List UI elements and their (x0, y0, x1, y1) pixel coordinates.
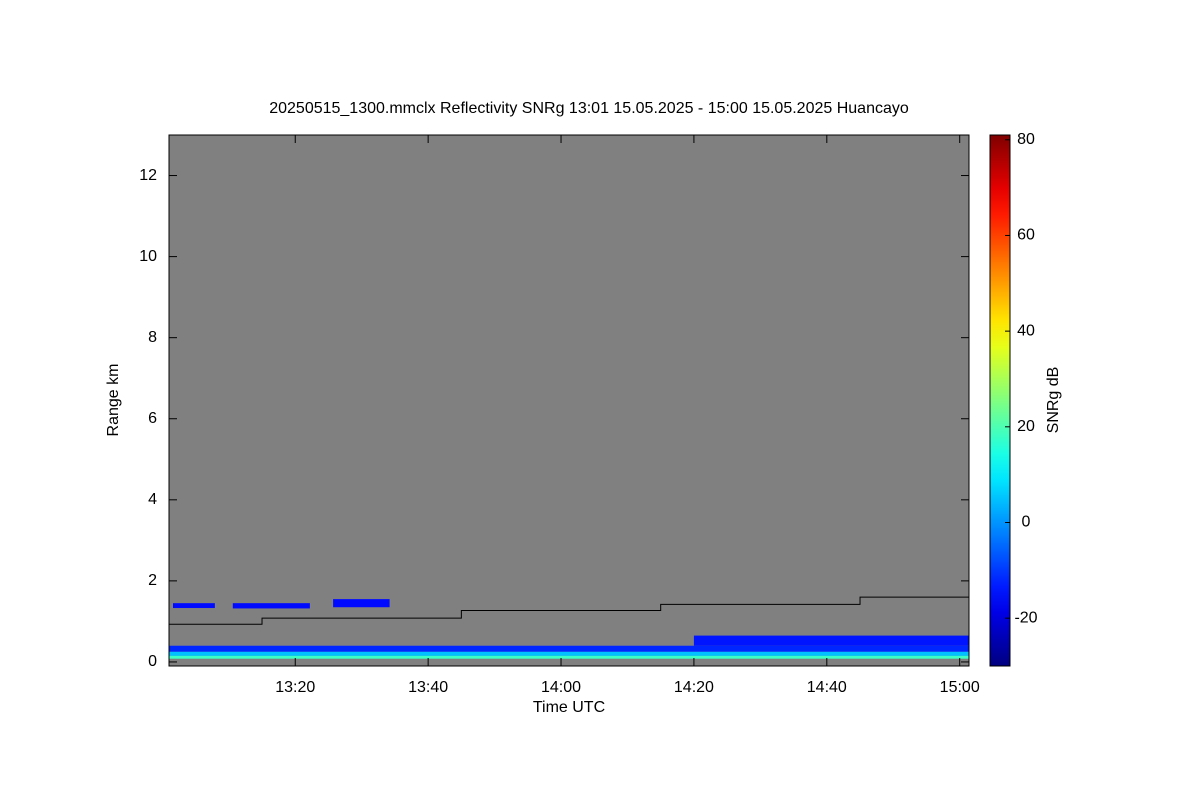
y-tick-label: 0 (148, 653, 157, 670)
x-tick-label: 13:40 (408, 679, 448, 696)
x-tick-label: 14:20 (674, 679, 714, 696)
plot-frame (168, 134, 970, 667)
echo-cell (172, 603, 215, 609)
x-tick-label: 14:40 (807, 679, 847, 696)
echo-cell (169, 645, 969, 652)
echo-cell (693, 635, 969, 646)
colorbar-tick-label: 20 (1017, 418, 1035, 435)
y-tick-label: 8 (148, 329, 157, 346)
colorbar-tick-label: 60 (1017, 227, 1035, 244)
colorbar-tick-label: 0 (1022, 514, 1031, 531)
y-tick-label: 10 (139, 248, 157, 265)
echo-cell (169, 651, 969, 656)
range-line (169, 596, 969, 625)
colorbar (989, 134, 1011, 667)
plot-background (169, 135, 969, 666)
chart-title: 20250515_1300.mmclx Reflectivity SNRg 13… (269, 100, 909, 117)
x-tick-label: 15:00 (940, 679, 980, 696)
y-tick-label: 12 (139, 167, 157, 184)
colorbar-tick-label: 40 (1017, 322, 1035, 339)
x-axis-label: Time UTC (533, 699, 605, 716)
y-axis-label: Range km (105, 364, 122, 437)
colorbar-tick-label: 80 (1017, 131, 1035, 148)
y-tick-label: 4 (148, 491, 157, 508)
echo-cell (232, 603, 310, 609)
x-tick-label: 14:00 (541, 679, 581, 696)
colorbar-tick-label: -20 (1014, 609, 1037, 626)
echo-cell (333, 599, 390, 608)
x-tick-label: 13:20 (275, 679, 315, 696)
echo-cell (169, 655, 969, 659)
y-tick-label: 6 (148, 410, 157, 427)
colorbar-label: SNRg dB (1045, 367, 1062, 434)
y-tick-label: 2 (148, 572, 157, 589)
